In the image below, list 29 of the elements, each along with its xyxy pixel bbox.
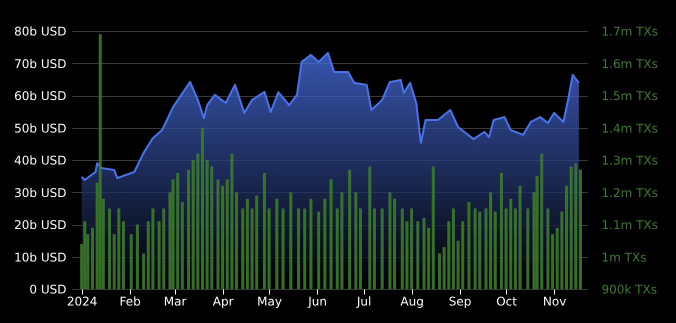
x-tick-label: Jul: [356, 294, 372, 308]
y-tick-label: 40b USD: [14, 154, 66, 168]
y-tick-label: 20b USD: [14, 218, 66, 232]
x-tick-label: Mar: [164, 294, 186, 308]
y-tick-label: 70b USD: [14, 56, 66, 71]
y2-tick-label: 1.2m TXs: [602, 186, 658, 200]
x-tick-label: Aug: [400, 294, 424, 308]
y2-tick-label: 1.3m TXs: [602, 154, 658, 168]
x-tick-label: May: [257, 294, 282, 308]
x-tick-label: Apr: [212, 294, 234, 308]
y-tick-label: 0 USD: [29, 282, 66, 296]
x-tick-label: 2024: [66, 294, 98, 308]
y-tick-label: 80b USD: [14, 24, 66, 38]
y-tick-label: 10b USD: [14, 250, 66, 264]
y2-tick-label: 1.6m TXs: [602, 56, 658, 71]
y2-tick-label: 1.5m TXs: [602, 89, 658, 103]
x-tick-label: Feb: [120, 294, 141, 308]
x-tick-label: Sep: [448, 294, 472, 308]
y-tick-label: 60b USD: [14, 89, 66, 103]
y2-tick-label: 1m TXs: [602, 250, 646, 264]
y-tick-label: 30b USD: [14, 186, 66, 200]
x-tick-label: Nov: [542, 294, 566, 308]
x-tick-label: Oct: [496, 294, 518, 308]
x-tick-label: Jun: [307, 294, 327, 308]
y2-tick-label: 900k TXs: [602, 282, 657, 296]
y2-tick-label: 1.4m TXs: [602, 121, 658, 136]
y2-tick-label: 1.7m TXs: [602, 24, 658, 38]
y2-tick-label: 1.1m TXs: [602, 218, 658, 232]
y-tick-label: 50b USD: [14, 121, 66, 136]
